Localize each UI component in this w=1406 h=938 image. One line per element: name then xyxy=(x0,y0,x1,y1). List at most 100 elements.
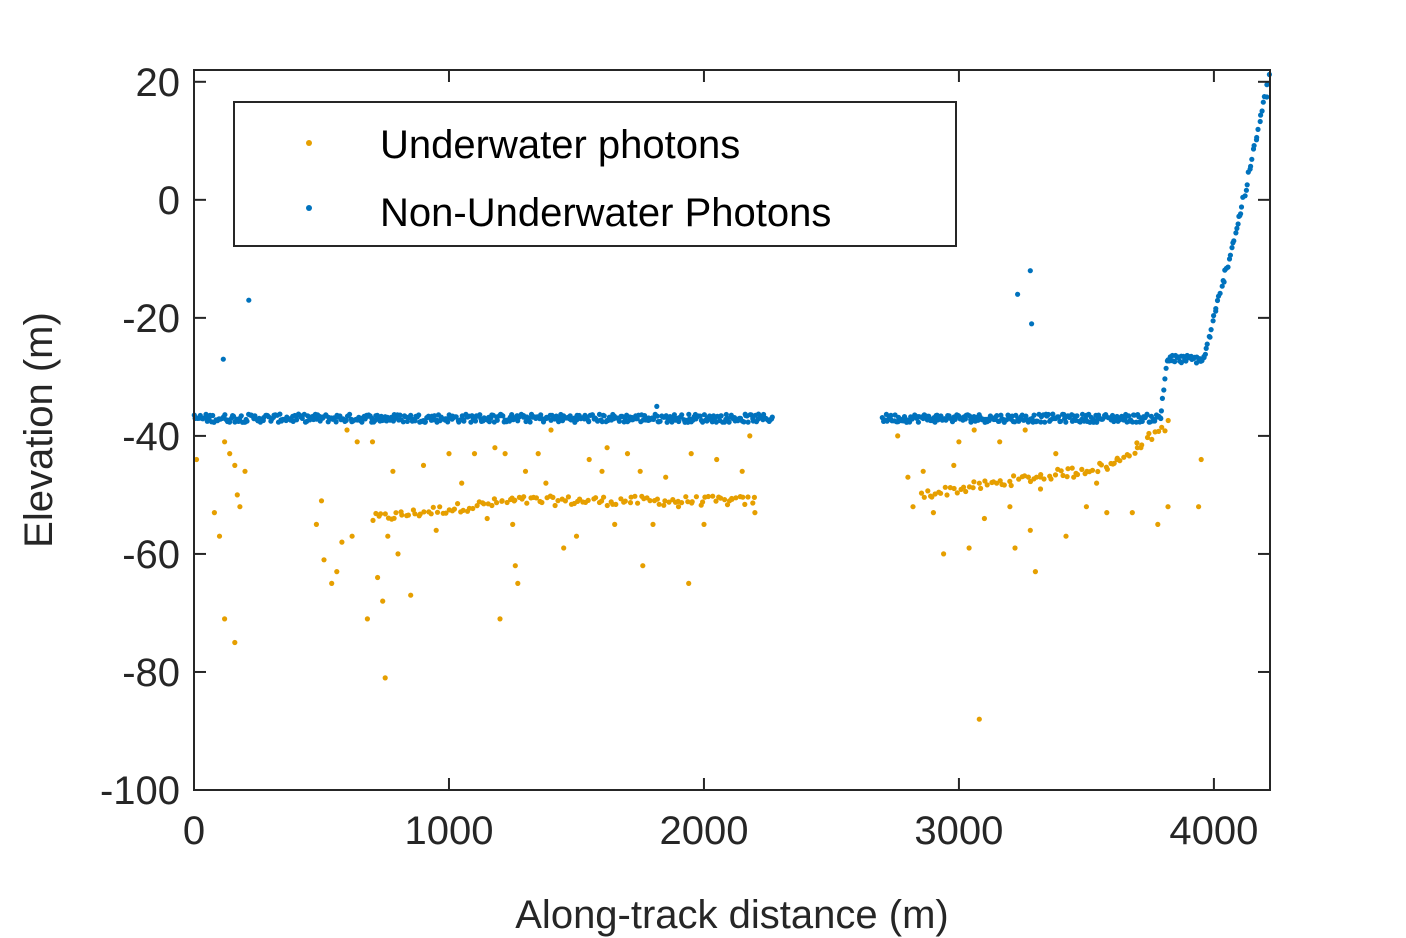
x-tick-label: 0 xyxy=(183,809,205,853)
underwater-point xyxy=(380,598,386,604)
underwater-point xyxy=(1159,424,1165,430)
non-underwater-point xyxy=(453,414,459,420)
non-underwater-point xyxy=(494,417,500,423)
underwater-point xyxy=(543,480,549,486)
underwater-point xyxy=(412,511,418,517)
non-underwater-point xyxy=(709,419,715,425)
non-underwater-point xyxy=(1233,230,1239,236)
non-underwater-point xyxy=(400,419,406,425)
underwater-point xyxy=(984,482,990,488)
y-tick-label: -20 xyxy=(122,297,180,341)
underwater-point xyxy=(895,433,901,439)
y-tick-label: 20 xyxy=(136,61,181,105)
underwater-point xyxy=(740,494,746,500)
underwater-point xyxy=(420,462,427,468)
non-underwater-point xyxy=(1027,268,1033,274)
non-underwater-point xyxy=(1202,351,1208,357)
underwater-point xyxy=(1033,474,1040,480)
underwater-point xyxy=(1007,478,1013,484)
underwater-point xyxy=(1083,504,1089,510)
non-underwater-point xyxy=(347,411,353,417)
non-underwater-point xyxy=(1159,395,1165,401)
underwater-point xyxy=(710,493,716,499)
underwater-point xyxy=(675,504,682,510)
non-underwater-point xyxy=(408,412,414,418)
underwater-point xyxy=(408,592,414,598)
underwater-point xyxy=(548,427,554,433)
non-underwater-point xyxy=(718,413,724,419)
underwater-point xyxy=(714,456,720,463)
non-underwater-point xyxy=(654,413,661,419)
underwater-point xyxy=(502,451,508,457)
underwater-point xyxy=(1149,436,1155,442)
underwater-point xyxy=(470,505,476,512)
underwater-point xyxy=(237,504,243,510)
underwater-point xyxy=(654,496,661,502)
underwater-point xyxy=(382,675,388,681)
non-underwater-point xyxy=(461,418,467,424)
underwater-point xyxy=(390,468,396,474)
underwater-point xyxy=(1007,504,1013,510)
non-underwater-point xyxy=(601,413,607,419)
underwater-point xyxy=(222,616,228,622)
underwater-point xyxy=(627,500,634,506)
non-underwater-point xyxy=(671,412,678,418)
underwater-point xyxy=(524,500,530,506)
underwater-point xyxy=(1098,462,1104,468)
underwater-point xyxy=(393,510,399,516)
underwater-point xyxy=(378,511,384,517)
underwater-point xyxy=(918,490,925,496)
underwater-point xyxy=(938,490,944,496)
underwater-point xyxy=(905,474,911,480)
underwater-point xyxy=(742,501,748,507)
underwater-point xyxy=(1104,466,1110,472)
underwater-point xyxy=(227,451,233,457)
legend-box xyxy=(233,101,957,247)
non-underwater-point xyxy=(1255,126,1261,132)
underwater-point xyxy=(1121,454,1127,460)
non-underwater-point xyxy=(238,413,244,419)
underwater-point xyxy=(951,462,957,468)
underwater-point xyxy=(318,498,325,504)
non-underwater-point xyxy=(1210,318,1216,324)
underwater-point xyxy=(683,494,689,500)
non-underwater-point xyxy=(431,413,438,419)
non-underwater-point xyxy=(726,419,732,425)
non-underwater-point xyxy=(952,416,958,422)
underwater-point xyxy=(951,485,957,492)
non-underwater-point xyxy=(697,413,703,419)
underwater-point xyxy=(1134,440,1140,446)
underwater-point xyxy=(1144,434,1151,441)
non-underwater-point xyxy=(246,297,252,303)
underwater-point xyxy=(550,494,556,500)
non-underwater-point xyxy=(1238,211,1244,217)
underwater-point xyxy=(693,494,700,500)
underwater-point xyxy=(613,501,619,507)
non-underwater-point xyxy=(343,417,349,423)
underwater-point xyxy=(354,439,360,445)
underwater-point xyxy=(637,468,643,474)
underwater-point xyxy=(489,502,495,509)
underwater-point xyxy=(1129,509,1135,516)
underwater-point xyxy=(211,509,217,516)
underwater-point xyxy=(586,456,592,463)
underwater-point xyxy=(956,439,962,445)
legend: Underwater photons Non-Underwater Photon… xyxy=(233,101,957,247)
legend-marker-underwater xyxy=(306,140,312,146)
underwater-point xyxy=(491,496,497,502)
underwater-point xyxy=(920,468,926,474)
non-underwater-point xyxy=(359,419,365,425)
underwater-point xyxy=(640,563,646,569)
non-underwater-point xyxy=(1243,187,1249,193)
non-underwater-point xyxy=(686,411,692,417)
underwater-point xyxy=(1094,480,1100,486)
non-underwater-point xyxy=(1234,225,1240,231)
underwater-point xyxy=(750,500,756,506)
underwater-point xyxy=(234,492,240,498)
underwater-point xyxy=(565,494,572,500)
non-underwater-point xyxy=(527,419,533,425)
underwater-point xyxy=(1008,482,1014,489)
non-underwater-point xyxy=(222,412,228,418)
x-tick-label: 1000 xyxy=(404,809,493,853)
underwater-point xyxy=(718,495,724,501)
